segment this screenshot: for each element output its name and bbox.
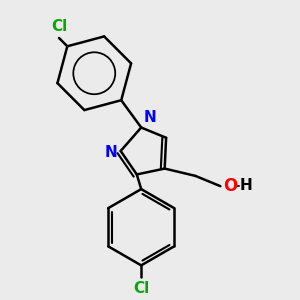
Text: H: H bbox=[239, 178, 252, 193]
Text: N: N bbox=[143, 110, 156, 124]
Text: Cl: Cl bbox=[51, 20, 67, 34]
Text: N: N bbox=[104, 145, 117, 160]
Text: Cl: Cl bbox=[133, 280, 149, 296]
Text: O: O bbox=[223, 177, 237, 195]
